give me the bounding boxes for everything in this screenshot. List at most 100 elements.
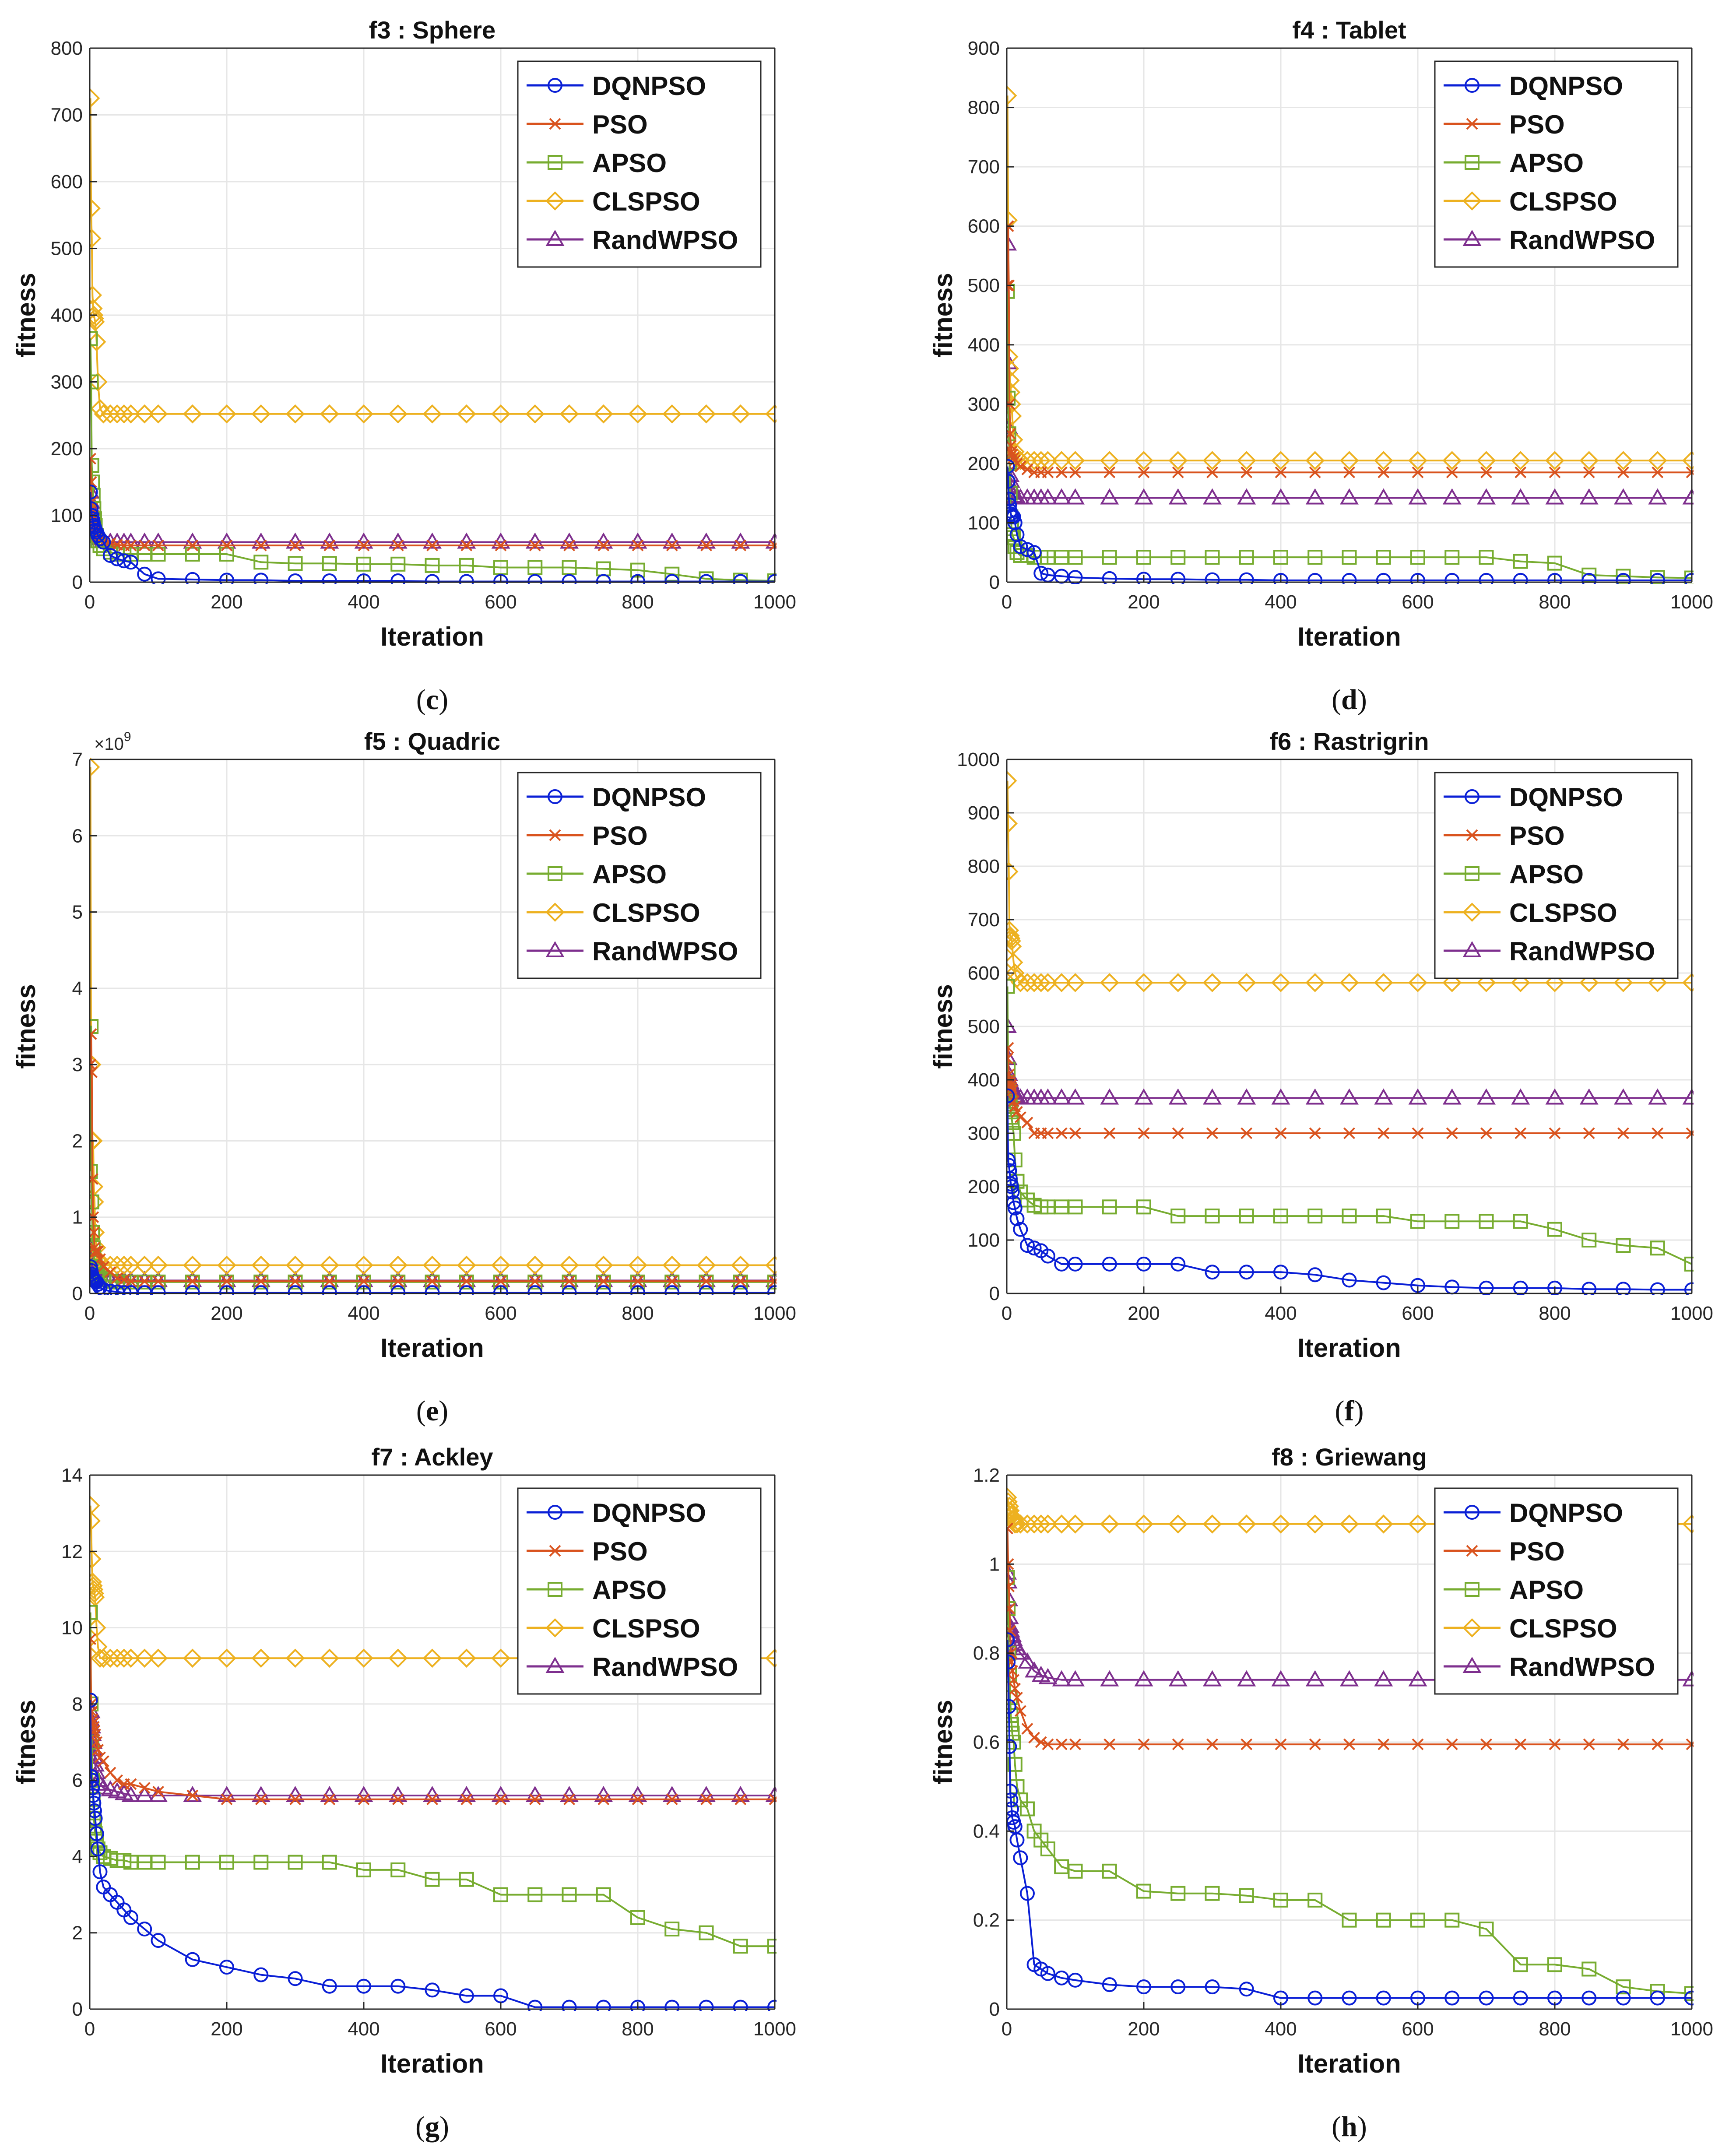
- legend-label: DQNPSO: [592, 1498, 706, 1528]
- data-point-dqnpso: [493, 574, 508, 584]
- series-line-pso: [90, 1033, 775, 1283]
- data-point-apso: [1444, 1214, 1460, 1229]
- data-point-dqnpso: [390, 573, 406, 584]
- data-point-dqnpso: [219, 573, 234, 584]
- data-point-apso: [1342, 1209, 1357, 1224]
- data-point-dqnpso: [90, 1693, 98, 1708]
- marker-stroke: [90, 1028, 97, 1037]
- data-point-apso: [1616, 1979, 1631, 1995]
- marker-stroke: [138, 539, 151, 552]
- data-point-clspso: [1007, 928, 1021, 948]
- data-point-pso: [460, 1793, 473, 1806]
- data-point-clspso: [1007, 383, 1021, 402]
- data-point-dqnpso: [1547, 1280, 1562, 1295]
- data-point-pso: [666, 539, 678, 552]
- data-point-pso: [1138, 466, 1150, 478]
- data-point-pso: [495, 539, 507, 552]
- marker-stroke: [289, 1275, 301, 1287]
- data-point-apso: [322, 556, 337, 571]
- exponent-base: ×10: [94, 734, 124, 754]
- data-point-clspso: [559, 1255, 579, 1275]
- marker-stroke: [1466, 1545, 1478, 1557]
- data-point-dqnpso: [1650, 1282, 1665, 1295]
- marker-stroke: [1172, 1127, 1184, 1139]
- data-point-randwpso: [1614, 488, 1633, 505]
- marker-stroke: [1007, 1068, 1015, 1078]
- data-point-pso: [186, 539, 199, 552]
- data-point-clspso: [628, 1255, 647, 1275]
- marker-stroke: [632, 1793, 644, 1806]
- data-point-apso: [90, 1194, 99, 1209]
- legend-marker: [549, 118, 561, 130]
- y-tick-label: 200: [968, 453, 1000, 474]
- data-point-randwpso: [1038, 1088, 1058, 1105]
- data-point-pso: [221, 1275, 233, 1287]
- data-point-pso: [92, 1245, 104, 1258]
- data-point-clspso: [1031, 451, 1051, 470]
- series-group: [1007, 771, 1694, 1295]
- data-point-clspso: [1442, 973, 1462, 992]
- data-point-pso: [1138, 1738, 1150, 1750]
- legend-marker: [548, 155, 562, 170]
- data-point-dqnpso: [1013, 1222, 1028, 1237]
- marker-stroke: [563, 1275, 575, 1287]
- data-point-pso: [221, 1793, 233, 1806]
- marker-stroke: [1103, 1127, 1116, 1139]
- legend-marker: [545, 1657, 565, 1673]
- legend-marker: [549, 829, 561, 841]
- data-point-randwpso: [1408, 1670, 1427, 1687]
- data-point-clspso: [90, 306, 104, 325]
- data-point-apso: [1102, 550, 1117, 565]
- data-point-pso: [1652, 1127, 1664, 1139]
- data-point-pso: [1042, 1127, 1054, 1139]
- marker-stroke: [734, 539, 747, 552]
- y-tick-label: 600: [968, 963, 1000, 984]
- data-point-randwpso: [1052, 1088, 1071, 1105]
- data-point-dqnpso: [1376, 1275, 1391, 1290]
- data-point-dqnpso: [185, 1285, 200, 1295]
- data-point-dqnpso: [1009, 1832, 1025, 1848]
- data-point-clspso: [1237, 1514, 1256, 1534]
- data-point-randwpso: [1168, 488, 1188, 505]
- legend-marker: [1462, 191, 1482, 211]
- marker-stroke: [1446, 1738, 1458, 1750]
- legend-label: DQNPSO: [1509, 71, 1623, 101]
- marker-stroke: [392, 1793, 404, 1806]
- data-point-apso: [1068, 1199, 1083, 1215]
- data-point-dqnpso: [116, 553, 132, 569]
- marker-stroke: [549, 1545, 561, 1557]
- series-line-clspso: [1007, 780, 1692, 984]
- data-point-randwpso: [1545, 1088, 1564, 1105]
- legend-marker: [1465, 866, 1479, 881]
- y-tick-label: 400: [51, 305, 83, 326]
- data-point-apso: [1650, 1240, 1665, 1256]
- data-point-randwpso: [1100, 1670, 1119, 1687]
- caption-paren-close: ): [1357, 684, 1367, 716]
- data-point-apso: [1307, 1209, 1323, 1224]
- data-point-pso: [1055, 1738, 1068, 1750]
- data-point-clspso: [731, 1255, 750, 1275]
- data-point-apso: [733, 1939, 748, 1954]
- series-clspso: [1007, 771, 1694, 992]
- data-point-clspso: [1579, 973, 1599, 992]
- data-point-pso: [125, 1778, 137, 1790]
- chart-title: f7 : Ackley: [371, 1443, 493, 1471]
- data-point-dqnpso: [1581, 1990, 1597, 2006]
- marker-stroke: [1007, 1625, 1016, 1636]
- marker-stroke: [1378, 466, 1390, 478]
- data-point-clspso: [1579, 451, 1599, 470]
- legend-label: RandWPSO: [1509, 937, 1655, 966]
- y-tick-label: 0: [989, 572, 1000, 593]
- data-point-dqnpso: [1007, 474, 1016, 489]
- data-point-clspso: [90, 1580, 104, 1599]
- x-axis-label: Iteration: [1297, 1333, 1401, 1363]
- caption-letter: d: [1341, 684, 1357, 716]
- legend-marker: [1466, 118, 1478, 130]
- data-point-randwpso: [1579, 488, 1599, 505]
- data-point-dqnpso: [1342, 1272, 1357, 1288]
- marker-stroke: [1446, 466, 1458, 478]
- marker-stroke: [323, 1275, 336, 1287]
- marker-stroke: [1008, 1095, 1020, 1107]
- data-point-dqnpso: [630, 1285, 645, 1295]
- marker-stroke: [549, 118, 561, 130]
